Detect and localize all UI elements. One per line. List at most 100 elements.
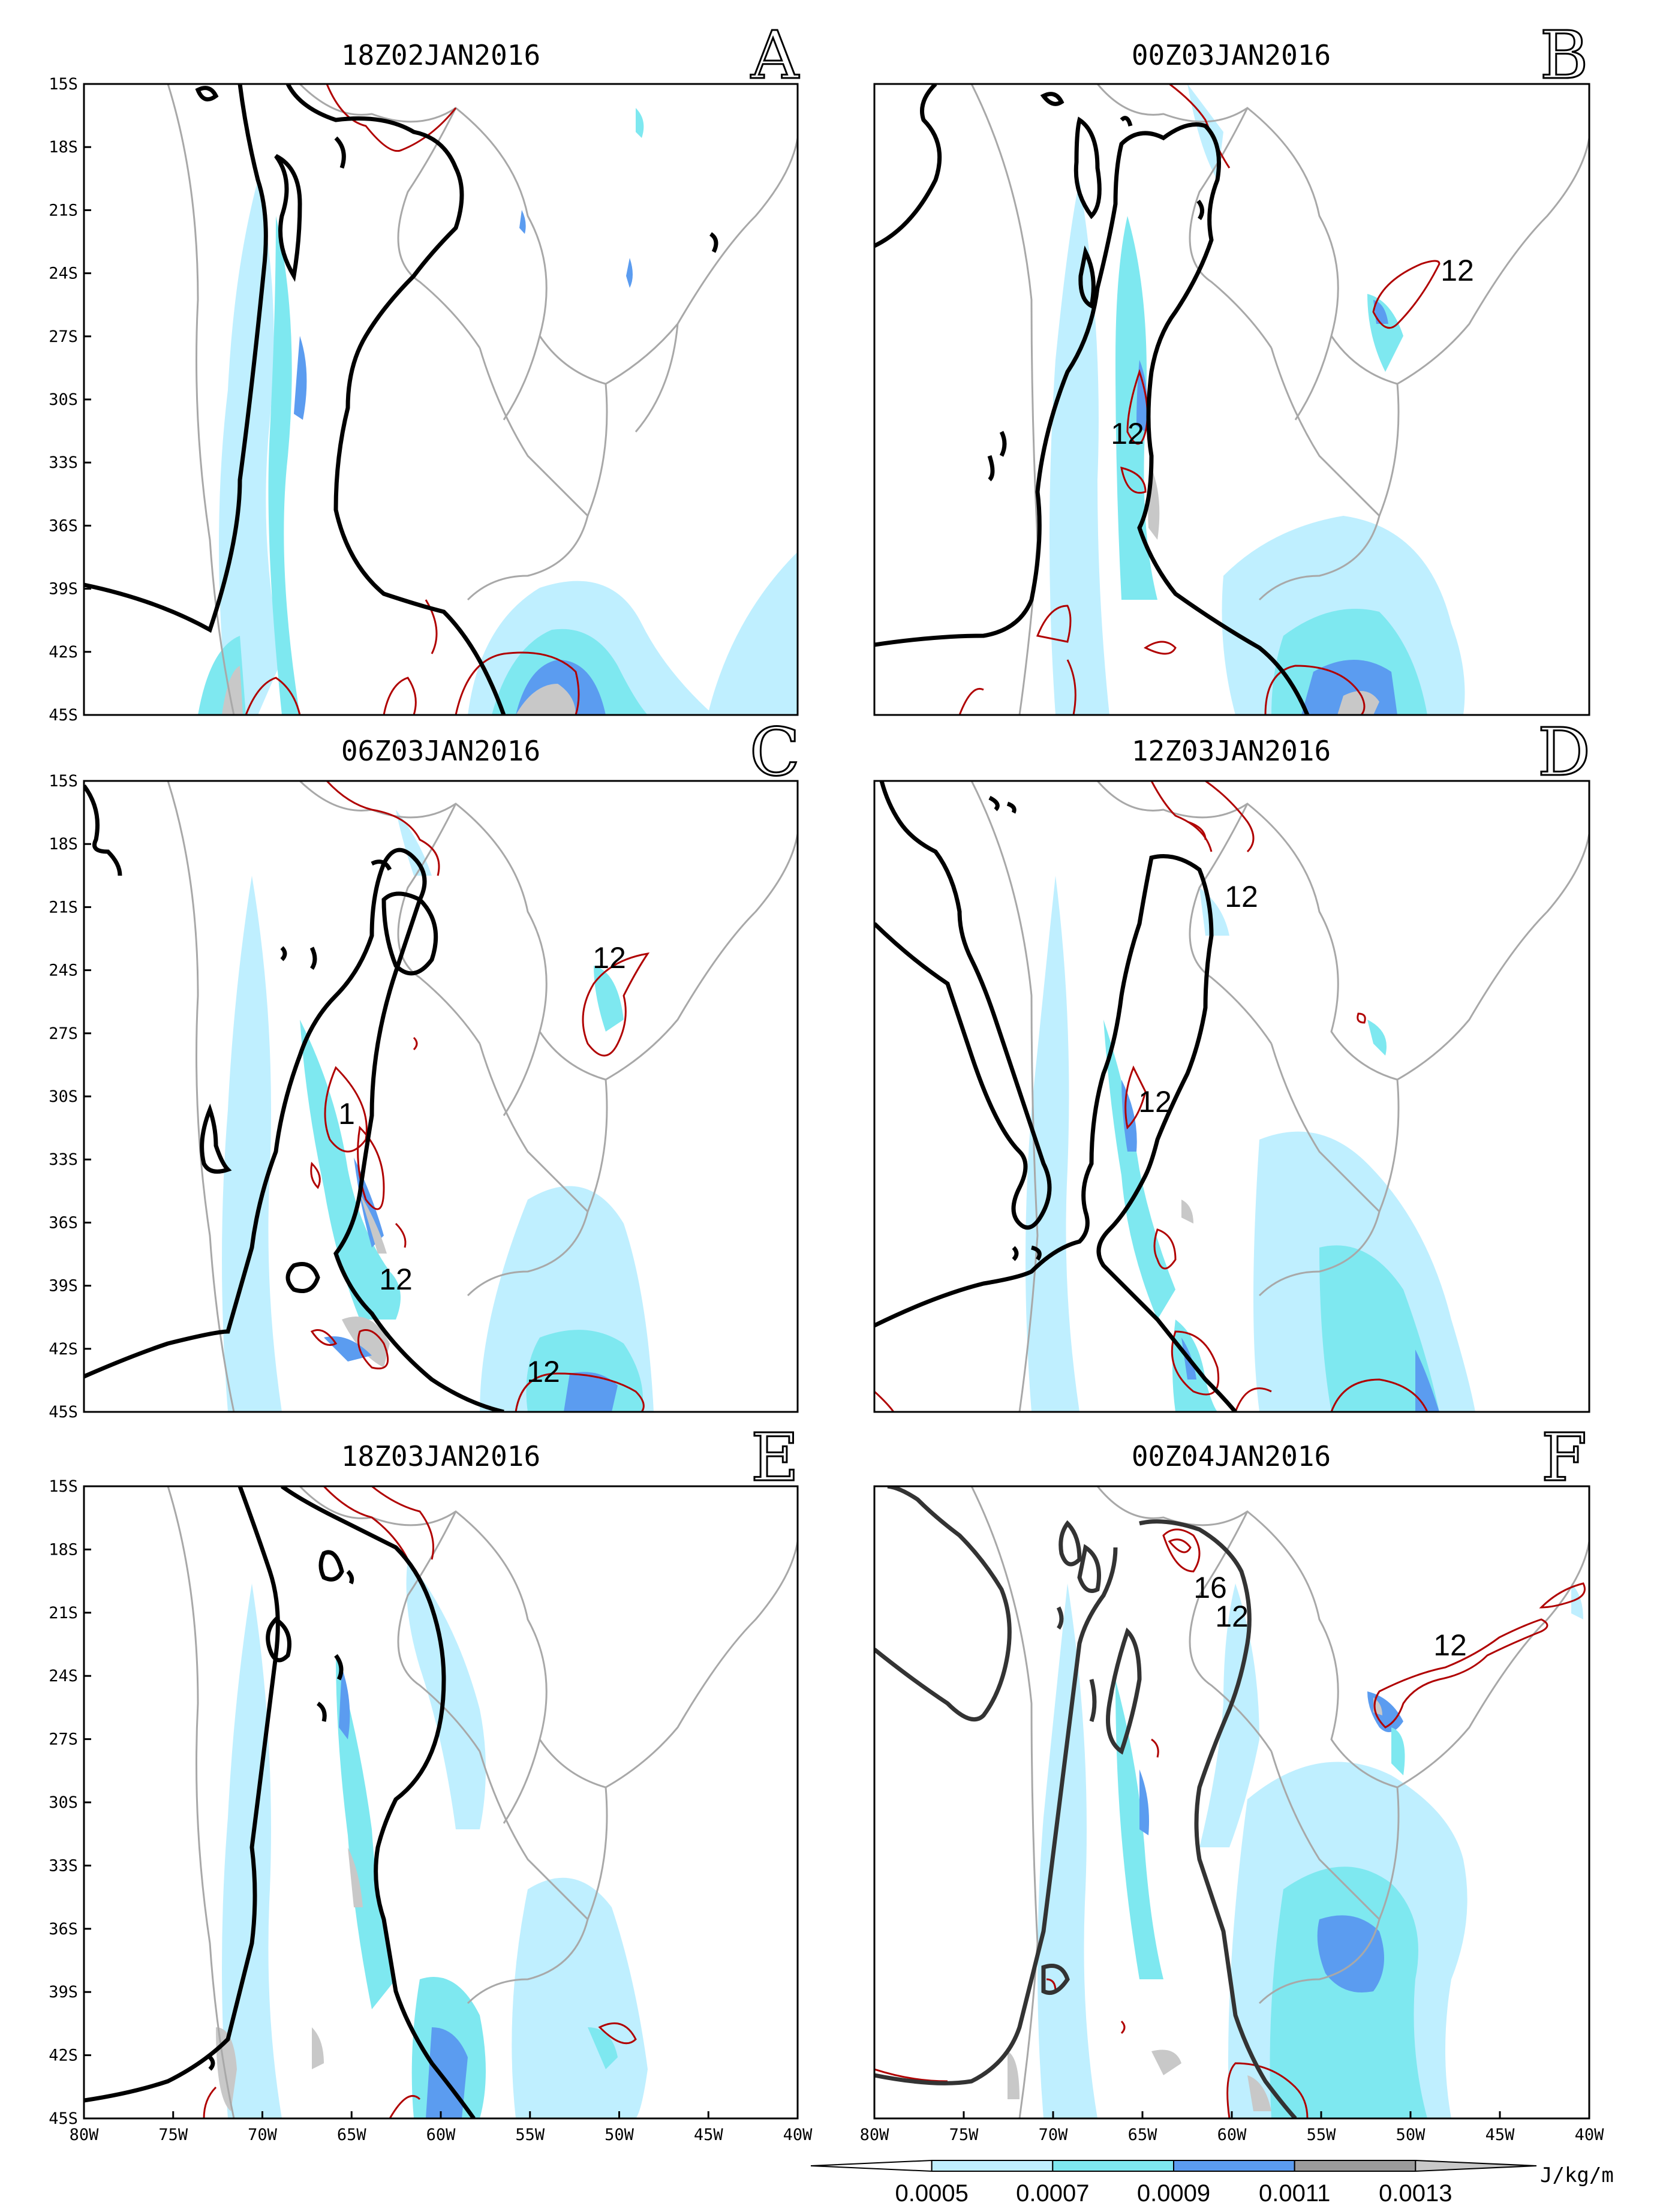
y-tick-label: 45S	[49, 1403, 78, 1421]
contour-label: 12	[1441, 254, 1474, 287]
y-tick-label: 36S	[49, 516, 78, 535]
red-contours	[203, 1486, 637, 2118]
thick-contours	[874, 1486, 1297, 2118]
shaded-field	[1049, 84, 1465, 715]
map-frame	[873, 780, 1590, 1413]
colorbar-label: 0.0007	[1016, 2180, 1089, 2207]
y-tick-label: 18S	[49, 138, 78, 157]
panel-letter: E	[751, 1419, 799, 1496]
colorbar-unit: J/kg/m	[1540, 2163, 1614, 2187]
panel-f: 00Z04JAN2016 F	[860, 1418, 1605, 2145]
panel-a: 18Z02JAN2016 A	[49, 16, 801, 725]
colorbar-label: 0.0009	[1137, 2180, 1210, 2207]
contour-label: 16	[1193, 1571, 1227, 1604]
thick-contours	[84, 1486, 476, 2118]
y-tick-label: 15S	[49, 75, 78, 94]
coastlines	[167, 84, 798, 715]
x-tick-label: 55W	[1307, 2126, 1337, 2144]
y-axis: 15S 18S 21S 24S 27S 30S 33S 36S 39S 42S 45S	[49, 772, 91, 1421]
map-area: 12 1 12 12	[84, 781, 798, 1412]
coastlines	[167, 1486, 798, 2118]
x-tick-label: 80W	[70, 2126, 100, 2144]
y-axis: 15S 18S 21S 24S 27S 30S 33S 36S 39S 42S 45S	[49, 75, 91, 725]
y-tick-label: 39S	[49, 1983, 78, 2001]
panel-letter: B	[1540, 17, 1589, 94]
y-tick-label: 27S	[49, 1730, 78, 1749]
y-tick-label: 39S	[49, 580, 78, 599]
panel-c: 06Z03JAN2016 C	[49, 713, 801, 1422]
y-tick-label: 18S	[49, 1540, 78, 1559]
x-tick-label: 70W	[1039, 2126, 1069, 2144]
x-tick-label: 75W	[158, 2126, 188, 2144]
x-tick-label: 80W	[860, 2126, 890, 2144]
x-tick-label: 45W	[1485, 2126, 1515, 2144]
y-tick-label: 24S	[49, 265, 78, 283]
x-tick-label: 55W	[515, 2126, 545, 2144]
map-area: 12 12	[874, 84, 1589, 715]
colorbar-segment	[1052, 2160, 1175, 2172]
x-axis: 80W 75W 70W 65W 60W 55W 50W 45W 40W	[70, 2111, 813, 2144]
x-axis: 80W 75W 70W 65W 60W 55W 50W 45W 40W	[860, 2111, 1605, 2144]
shaded-field	[198, 108, 798, 715]
panel-letter: F	[1541, 1419, 1587, 1496]
y-tick-label: 33S	[49, 453, 78, 472]
colorbar-segment	[1294, 2160, 1417, 2172]
map-area: 16 12 12	[874, 1486, 1589, 2118]
colorbar-label: 0.0013	[1379, 2180, 1452, 2207]
contour-labels: 12 12	[1111, 254, 1474, 450]
contour-label: 12	[593, 941, 626, 975]
x-tick-label: 65W	[337, 2126, 367, 2144]
y-tick-label: 30S	[49, 1793, 78, 1812]
x-tick-label: 70W	[248, 2126, 278, 2144]
thick-contours	[84, 784, 504, 1412]
panel-e: 18Z03JAN2016 E	[49, 1418, 813, 2145]
thick-contours	[84, 84, 718, 715]
y-tick-label: 33S	[49, 1856, 78, 1875]
x-tick-label: 40W	[1575, 2126, 1605, 2144]
y-tick-label: 21S	[49, 898, 78, 916]
contour-label: 12	[1111, 417, 1144, 450]
shaded-field	[1008, 1583, 1583, 2118]
red-contours	[958, 84, 1441, 715]
contour-labels: 12 12	[1138, 880, 1258, 1119]
y-tick-label: 18S	[49, 835, 78, 853]
colorbar: J/kg/m 0.0005 0.0007 0.0009 0.0011 0.0013	[810, 2159, 1614, 2207]
map-area	[84, 1486, 798, 2118]
coastlines	[167, 781, 798, 1412]
y-tick-label: 30S	[49, 390, 78, 409]
panel-title: 06Z03JAN2016	[341, 735, 540, 767]
panel-title: 00Z03JAN2016	[1132, 39, 1331, 71]
red-contours	[310, 781, 650, 1412]
y-tick-label: 27S	[49, 1024, 78, 1043]
y-tick-label: 42S	[49, 1340, 78, 1359]
colorbar-label: 0.0005	[895, 2180, 968, 2207]
x-tick-label: 40W	[783, 2126, 813, 2144]
panel-title: 18Z02JAN2016	[341, 39, 540, 71]
y-tick-label: 21S	[49, 201, 78, 220]
colorbar-segment	[1415, 2159, 1537, 2172]
panel-b: 00Z03JAN2016 B	[873, 16, 1590, 716]
thick-contours	[874, 84, 1310, 715]
map-area: 12 12	[874, 781, 1589, 1412]
y-tick-label: 42S	[49, 2046, 78, 2065]
shaded-field	[222, 810, 654, 1412]
map-frame	[873, 83, 1590, 716]
panel-d: 12Z03JAN2016 D	[873, 713, 1592, 1413]
y-tick-label: 21S	[49, 1604, 78, 1622]
contour-label: 1	[338, 1097, 355, 1131]
map-area	[84, 84, 798, 715]
contour-label: 12	[527, 1355, 560, 1388]
contour-labels: 12 1 12 12	[338, 941, 626, 1388]
red-contours	[874, 781, 1429, 1412]
y-tick-label: 15S	[49, 772, 78, 791]
thick-contours	[874, 781, 1237, 1412]
x-tick-label: 50W	[605, 2126, 634, 2144]
y-tick-label: 24S	[49, 1667, 78, 1685]
coastlines	[970, 781, 1589, 1412]
y-tick-label: 36S	[49, 1213, 78, 1232]
contour-label: 12	[1433, 1628, 1467, 1662]
y-axis: 15S 18S 21S 24S 27S 30S 33S 36S 39S 42S 45S	[49, 1477, 91, 2128]
coastlines	[970, 84, 1589, 715]
y-tick-label: 24S	[49, 961, 78, 980]
